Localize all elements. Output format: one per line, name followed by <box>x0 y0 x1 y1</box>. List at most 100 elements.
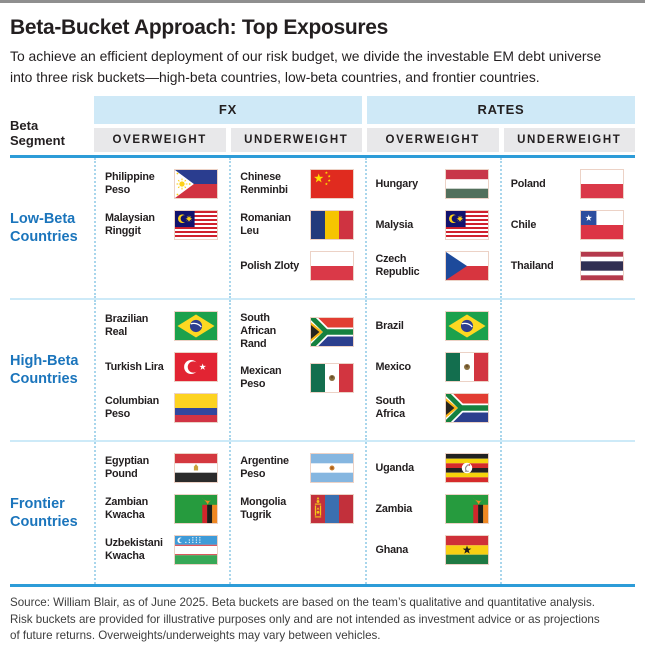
exposure-label: Malysia <box>375 218 414 231</box>
group-header-fx: FX <box>94 96 362 125</box>
exposure-label: Ghana <box>375 543 409 556</box>
exposure-label: Turkish Lira <box>105 360 164 373</box>
exposure-label: Mexico <box>375 360 412 373</box>
uzbekistan-flag-icon <box>175 536 218 565</box>
mexico-flag-icon <box>310 364 353 393</box>
subheader-fx-underweight: UNDERWEIGHT <box>230 128 362 153</box>
exposure-label: South African Rand <box>240 312 277 351</box>
exposure-item: Philippine Peso <box>105 170 218 199</box>
ghana-flag-icon <box>445 536 488 565</box>
zambia-flag-icon <box>445 495 488 524</box>
egypt-flag-icon <box>175 454 218 483</box>
header-rule <box>10 155 635 159</box>
exposure-cell: South African Rand Mexican Peso <box>229 300 364 441</box>
turkey-flag-icon <box>175 353 218 382</box>
thailand-flag-icon <box>581 252 623 281</box>
exposure-item: Mexico <box>375 353 488 382</box>
exposure-cell: Poland Chile Thailand <box>499 158 635 299</box>
table-row: Low-Beta Countries Philippine Peso Malaysi… <box>10 158 635 301</box>
exposure-cell <box>499 300 635 441</box>
exposure-item: Poland <box>510 170 623 199</box>
czech-republic-flag-icon <box>445 252 488 281</box>
segment-label: Frontier Countries <box>10 496 78 531</box>
exposure-label: Egyptian Pound <box>105 455 149 481</box>
row-header: Beta Segment <box>10 118 65 149</box>
table-body: Low-Beta Countries Philippine Peso Malaysi… <box>10 158 635 585</box>
brazil-flag-icon <box>445 312 488 341</box>
hungary-flag-icon <box>445 170 488 199</box>
segment-label: High-Beta Countries <box>10 353 79 388</box>
exposure-label: Columbian Peso <box>105 395 159 421</box>
page-subtitle: To achieve an efficient deployment of ou… <box>10 48 602 86</box>
exposure-item: Malysia <box>375 211 488 240</box>
uganda-flag-icon <box>445 454 488 483</box>
exposure-label: Poland <box>510 177 546 190</box>
exposure-item: Egyptian Pound <box>105 454 218 483</box>
exposure-item: Hungary <box>376 170 488 199</box>
subheader-fx-overweight: OVERWEIGHT <box>94 128 226 153</box>
exposure-cell: Brazil Mexico South Africa <box>364 300 500 441</box>
footer-rule <box>10 584 635 588</box>
zambia-flag-icon <box>175 495 218 524</box>
exposure-label: Philippine Peso <box>105 171 155 197</box>
exposure-label: Zambian Kwacha <box>105 496 148 522</box>
exposure-item: Uzbekistani Kwacha <box>105 536 218 565</box>
exposure-label: Argentine Peso <box>240 455 289 481</box>
page-title: Beta-Bucket Approach: Top Exposures <box>10 16 389 39</box>
mexico-flag-icon <box>445 353 488 382</box>
exposure-item: Romanian Leu <box>240 211 353 240</box>
exposure-cell: Egyptian Pound Zambian Kwacha Uzbekistani … <box>94 442 229 585</box>
exposure-item: Polish Zloty <box>240 252 353 281</box>
exposure-label: South Africa <box>375 395 406 421</box>
exposure-label: Uzbekistani Kwacha <box>105 537 163 563</box>
exposure-cell: Philippine Peso Malaysian Ringgit <box>94 158 229 299</box>
south-africa-flag-icon <box>445 394 488 423</box>
exposure-item: Czech Republic <box>376 252 488 281</box>
exposure-cell: Uganda Zambia Ghana <box>364 442 500 585</box>
group-header-rates: RATES <box>367 96 635 125</box>
poland-flag-icon <box>581 170 623 199</box>
exposure-item: Brazilian Real <box>105 312 218 341</box>
exposure-cell: Hungary Malysia Czech Republic <box>364 158 500 299</box>
table-header: Beta Segment FX RATES OVERWEIGHT UNDERWE… <box>10 96 635 153</box>
exposure-label: Zambia <box>375 502 413 515</box>
malaysia-flag-icon <box>175 211 218 240</box>
exposure-label: Thailand <box>510 259 554 272</box>
colombia-flag-icon <box>175 394 218 423</box>
poland-flag-icon <box>310 252 353 281</box>
exposure-item: Mexican Peso <box>240 364 353 393</box>
argentina-flag-icon <box>310 454 353 483</box>
table-row: High-Beta Countries Brazilian Real Turkish… <box>10 300 635 443</box>
segment-label: Low-Beta Countries <box>10 211 78 246</box>
romania-flag-icon <box>310 211 353 240</box>
exposure-label: Romanian Leu <box>240 212 291 238</box>
exposure-item: Ghana <box>375 536 488 565</box>
table-row: Frontier Countries Egyptian Pound Zambian … <box>10 442 635 585</box>
exposure-item: South African Rand <box>240 312 353 351</box>
south-africa-flag-icon <box>310 317 353 346</box>
source-note: Source: William Blair, as of June 2025. … <box>10 596 600 643</box>
chile-flag-icon <box>581 211 623 240</box>
exposure-label: Chile <box>510 218 537 231</box>
brazil-flag-icon <box>175 312 218 341</box>
exposure-item: Chile <box>510 211 623 240</box>
exposure-label: Brazil <box>375 319 404 332</box>
exposure-item: Argentine Peso <box>240 454 353 483</box>
exposure-label: Polish Zloty <box>240 259 300 272</box>
exposure-item: Malaysian Ringgit <box>105 211 218 240</box>
group-header-row: FX RATES <box>94 96 635 125</box>
exposure-item: Zambian Kwacha <box>105 495 218 524</box>
exposure-cell <box>499 442 635 585</box>
exposure-item: Chinese Renminbi <box>240 170 353 199</box>
exposure-item: Uganda <box>376 454 488 483</box>
philippines-flag-icon <box>175 170 218 199</box>
exposure-item: Mongolia Tugrik <box>240 495 353 524</box>
malaysia-flag-icon <box>445 211 488 240</box>
table-header-main: FX RATES OVERWEIGHT UNDERWEIGHT OVERWEIG… <box>94 96 635 153</box>
exposure-item: Turkish Lira <box>105 353 218 382</box>
exposure-cell: Argentine Peso Mongolia Tugrik <box>229 442 364 585</box>
exposure-item: Brazil <box>375 312 488 341</box>
china-flag-icon <box>310 170 353 199</box>
mongolia-flag-icon <box>310 495 353 524</box>
exposure-label: Mongolia Tugrik <box>240 496 287 522</box>
